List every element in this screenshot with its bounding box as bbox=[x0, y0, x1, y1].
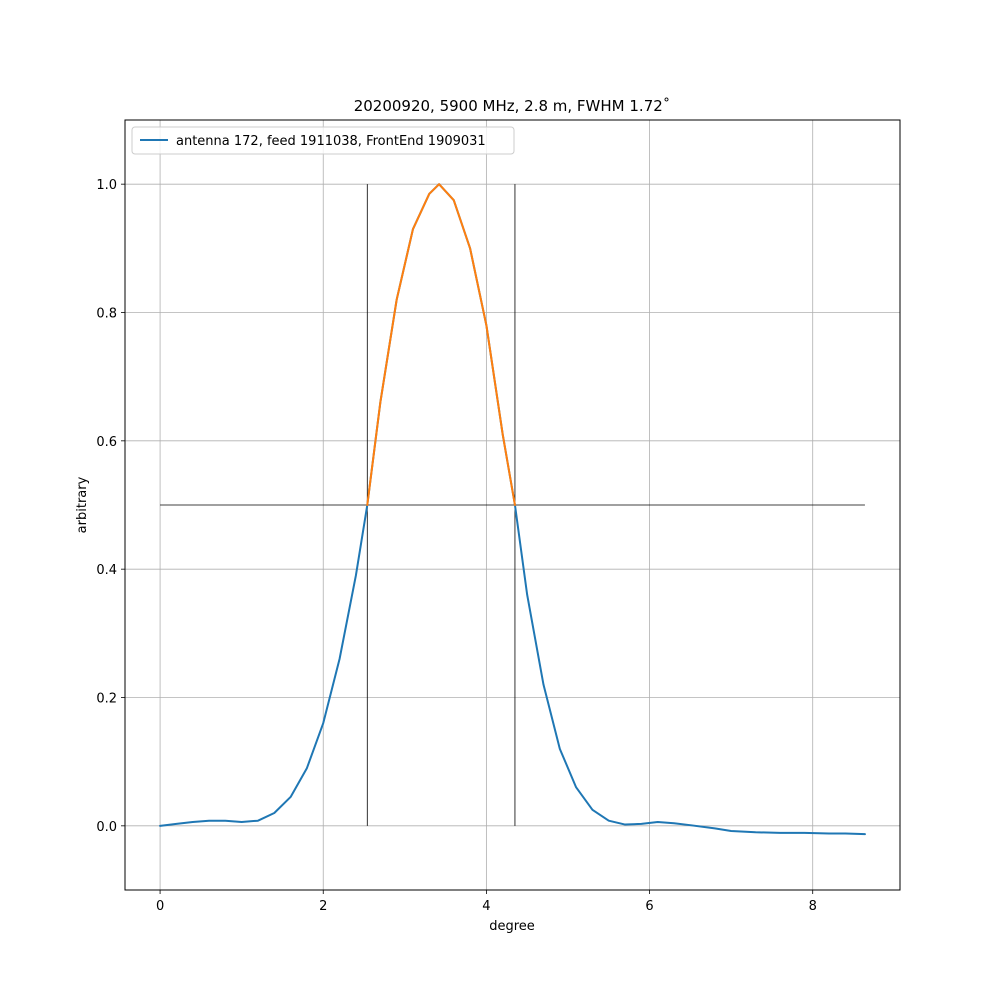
x-tick-label: 0 bbox=[156, 899, 164, 914]
legend-label: antenna 172, feed 1911038, FrontEnd 1909… bbox=[176, 134, 486, 149]
y-tick-label: 0.0 bbox=[96, 820, 117, 835]
series-line-1 bbox=[366, 183, 516, 506]
x-tick-label: 4 bbox=[482, 899, 490, 914]
legend-box bbox=[131, 126, 515, 155]
y-tick-label: 1.0 bbox=[96, 178, 117, 193]
y-tick-label: 0.4 bbox=[96, 563, 117, 578]
x-tick-label: 2 bbox=[319, 899, 327, 914]
axis-ticks: 0 2 4 6 8 0.0 0.2 0.4 0.6 0.8 1.0 bbox=[96, 178, 817, 914]
series-layer bbox=[159, 183, 866, 836]
y-tick-label: 0.2 bbox=[96, 692, 117, 707]
plot-area-frame bbox=[124, 119, 901, 891]
chart-title: 20200920, 5900 MHz, 2.8 m, FWHM 1.72˚ bbox=[354, 97, 671, 115]
y-tick-label: 0.6 bbox=[96, 435, 117, 450]
y-axis-label: arbitrary bbox=[75, 476, 90, 533]
y-tick-label: 0.8 bbox=[96, 307, 117, 322]
x-tick-label: 8 bbox=[809, 899, 817, 914]
x-axis-label: degree bbox=[489, 919, 535, 934]
legend: antenna 172, feed 1911038, FrontEnd 1909… bbox=[131, 126, 515, 155]
x-tick-label: 6 bbox=[645, 899, 653, 914]
